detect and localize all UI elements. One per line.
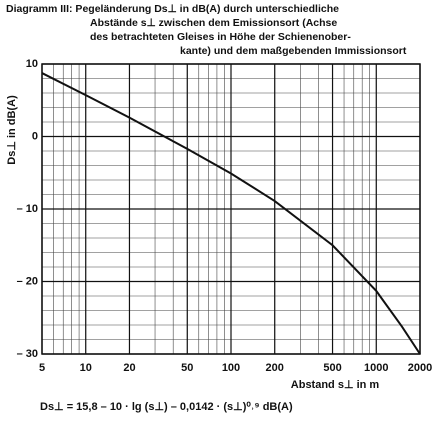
x-axis-label: Abstand s⊥ in m	[291, 379, 380, 391]
x-tick-label: 10	[80, 362, 92, 374]
y-axis-label: Ds⊥ in dB(A)	[6, 95, 18, 165]
curve	[41, 72, 421, 355]
y-tick-label: – 10	[17, 203, 38, 215]
title-line: Diagramm III: Pegeländerung Ds⊥ in dB(A)…	[6, 3, 339, 15]
x-tick-label: 2000	[408, 362, 432, 374]
title-line: kante) und dem maßgebenden Immissionsort	[180, 45, 407, 57]
y-tick-label: – 20	[17, 275, 38, 287]
x-tick-label: 100	[222, 362, 240, 374]
formula: Ds⊥ = 15,8 – 10 · lg (s⊥) – 0,0142 · (s⊥…	[40, 401, 293, 413]
x-tick-label: 20	[123, 362, 135, 374]
x-tick-label: 1000	[364, 362, 388, 374]
x-tick-label: 5	[39, 362, 45, 374]
plot-frame	[41, 63, 421, 355]
x-tick-label: 500	[323, 362, 341, 374]
y-tick-label: 0	[32, 130, 38, 142]
title-line: Abstände s⊥ zwischen dem Emissionsort (A…	[90, 17, 337, 29]
y-tick-label: – 30	[17, 348, 38, 360]
y-tick-label: 10	[26, 58, 38, 70]
title-line: des betrachteten Gleises in Höhe der Sch…	[90, 31, 351, 43]
x-tick-label: 200	[266, 362, 284, 374]
title: Diagramm III: Pegeländerung Ds⊥ in dB(A)…	[6, 3, 407, 57]
x-tick-label: 50	[181, 362, 193, 374]
